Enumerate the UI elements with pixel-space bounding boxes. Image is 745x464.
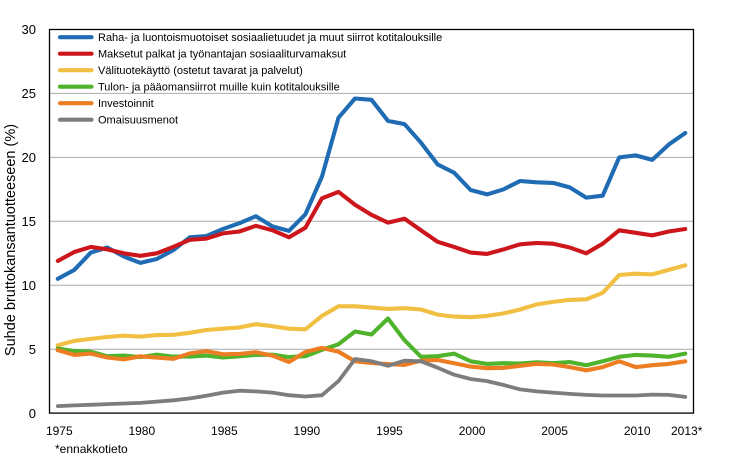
svg-text:Maksetut palkat ja työnantajan: Maksetut palkat ja työnantajan sosiaalit… — [98, 49, 346, 61]
svg-text:Tulon- ja pääomansiirrot muill: Tulon- ja pääomansiirrot muille kuin kot… — [98, 82, 340, 94]
svg-text:Raha- ja luontoismuotoiset sos: Raha- ja luontoismuotoiset sosiaalietuud… — [98, 32, 442, 44]
svg-text:Välituotekäyttö (ostetut tavar: Välituotekäyttö (ostetut tavarat ja palv… — [98, 65, 303, 77]
svg-text:Investoinnit: Investoinnit — [98, 98, 154, 110]
svg-text:Omaisuusmenot: Omaisuusmenot — [98, 115, 178, 127]
